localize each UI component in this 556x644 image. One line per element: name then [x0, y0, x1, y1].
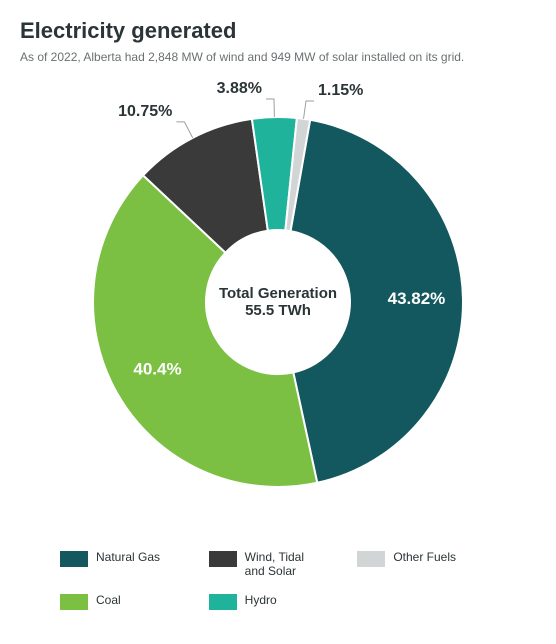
legend-label: Other Fuels [393, 550, 456, 564]
legend-item: Coal [60, 593, 199, 610]
leader-line [266, 99, 274, 117]
legend-swatch [209, 551, 237, 567]
legend-item: Wind, Tidal and Solar [209, 550, 348, 579]
legend-item: Hydro [209, 593, 348, 610]
slice-label: 43.82% [388, 289, 446, 308]
legend-label: Natural Gas [96, 550, 160, 564]
slice-label: 3.88% [217, 82, 262, 97]
center-label-line1: Total Generation [219, 285, 337, 302]
legend-swatch [60, 594, 88, 610]
slice-label: 10.75% [118, 103, 172, 120]
donut-chart: 43.82% 40.4% 10.75% 3.88% 1.15% Total Genera… [58, 82, 498, 522]
legend-swatch [209, 594, 237, 610]
legend-label: Hydro [245, 593, 277, 607]
donut-center-label: Total Generation 55.5 TWh [219, 285, 337, 319]
leader-line [304, 101, 314, 119]
legend-label: Wind, Tidal and Solar [245, 550, 304, 579]
legend-item: Other Fuels [357, 550, 496, 579]
legend-label: Coal [96, 593, 121, 607]
slice-label: 40.4% [133, 360, 181, 379]
chart-subtitle: As of 2022, Alberta had 2,848 MW of wind… [20, 50, 536, 64]
legend: Natural Gas Wind, Tidal and Solar Other Fu… [20, 550, 536, 610]
legend-swatch [357, 551, 385, 567]
slice-label: 1.15% [318, 82, 363, 99]
chart-title: Electricity generated [20, 18, 536, 44]
legend-swatch [60, 551, 88, 567]
legend-item: Natural Gas [60, 550, 199, 579]
center-label-line2: 55.5 TWh [219, 302, 337, 319]
leader-line [176, 122, 192, 138]
